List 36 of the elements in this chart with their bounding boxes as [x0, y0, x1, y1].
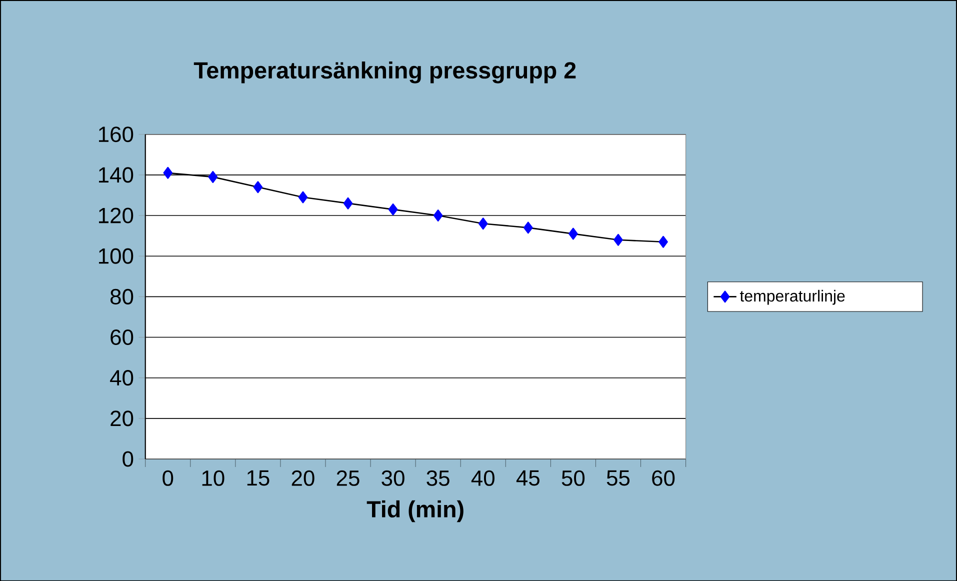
point — [524, 222, 533, 234]
point — [298, 191, 308, 204]
x-tick-label: 10 — [202, 470, 224, 486]
y-tick-label: 160 — [98, 126, 134, 142]
point — [163, 166, 173, 179]
point — [208, 170, 218, 183]
point — [433, 209, 443, 222]
x-tick-label: 15 — [247, 470, 270, 486]
y-tick-label: 60 — [110, 329, 134, 345]
x-tick-label: 55 — [606, 470, 630, 486]
point — [478, 217, 488, 230]
y-tick-label: 80 — [110, 288, 134, 304]
y-tick-label: 140 — [98, 166, 134, 183]
y-tick-label: 100 — [98, 248, 134, 264]
y-tick-label: 40 — [110, 370, 134, 386]
chart-title: Temperatursänkning pressgrupp 2 — [194, 61, 576, 84]
x-tick-label: 40 — [471, 470, 494, 486]
legend-label: temperaturlinje — [740, 290, 845, 305]
y-tick-label: 0 — [122, 451, 134, 467]
x-tick-label: 20 — [292, 470, 314, 486]
x-tick-label: 30 — [382, 470, 404, 486]
x-tick-label: 25 — [336, 470, 360, 486]
x-axis-title: Tid (min) — [366, 500, 464, 522]
x-tick-label: 35 — [426, 470, 450, 486]
x-tick-label: 60 — [652, 470, 675, 486]
x-tick-label: 50 — [562, 470, 585, 486]
point — [614, 234, 623, 246]
x-tick-label: 0 — [162, 470, 174, 486]
point — [253, 180, 263, 193]
point — [568, 228, 578, 240]
y-tick-label: 120 — [98, 208, 134, 224]
point — [343, 197, 353, 210]
point — [658, 236, 668, 248]
y-tick-label: 20 — [110, 410, 134, 426]
x-tick-label: 45 — [516, 470, 540, 486]
point — [388, 203, 398, 216]
